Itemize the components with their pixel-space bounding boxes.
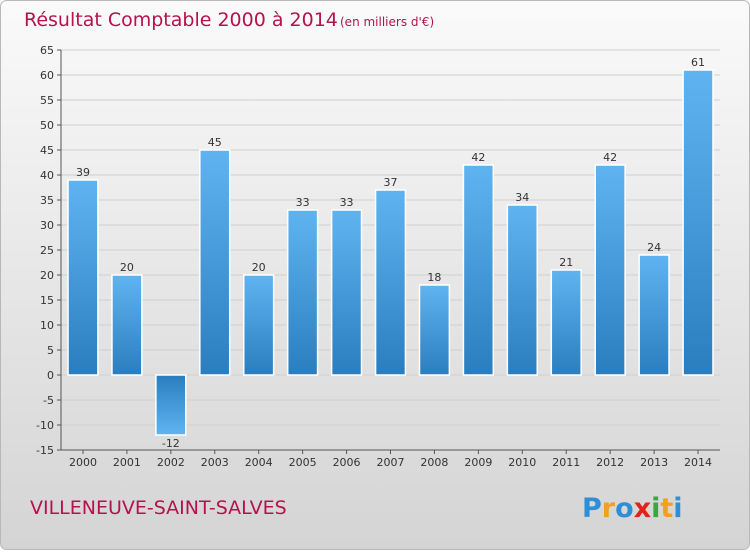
y-tick-label: 30 — [40, 219, 54, 232]
logo-letter: o — [615, 493, 634, 524]
y-tick-label: -5 — [43, 394, 54, 407]
data-label-2000: 39 — [76, 166, 90, 179]
logo-letter: i — [673, 493, 682, 524]
chart-title: Résultat Comptable 2000 à 2014 — [24, 9, 338, 31]
bar-2004 — [243, 274, 275, 376]
data-label-2003: 45 — [208, 136, 222, 149]
town-name: VILLENEUVE-SAINT-SALVES — [30, 497, 287, 519]
logo-letter: i — [651, 493, 660, 524]
proxiti-logo: Proxiti — [582, 493, 683, 524]
bar-2005 — [286, 209, 319, 376]
bar-2012 — [594, 164, 626, 376]
bar-2001 — [111, 274, 143, 376]
bar-2010 — [506, 204, 538, 376]
x-tick-label: 2011 — [552, 456, 580, 469]
data-label-2010: 34 — [515, 191, 529, 204]
bar-2003 — [199, 149, 231, 376]
data-label-2002: -12 — [162, 437, 180, 450]
y-tick-label: 10 — [40, 319, 54, 332]
data-label-2008: 18 — [427, 271, 441, 284]
x-tick-label: 2008 — [420, 456, 448, 469]
data-label-2007: 37 — [384, 176, 398, 189]
bar-2002 — [155, 374, 187, 436]
data-labels: 39 20 -12 45 20 33 33 37 18 42 34 21 42 24 61 — [76, 56, 705, 450]
x-tick-label: 2003 — [201, 456, 229, 469]
y-tick-label: 50 — [40, 119, 54, 132]
data-label-2001: 20 — [120, 261, 134, 274]
y-tick-label: 35 — [40, 194, 54, 207]
x-tick-label: 2012 — [596, 456, 624, 469]
bar-2013 — [638, 254, 670, 376]
data-label-2009: 42 — [471, 151, 485, 164]
y-tick-label: -10 — [36, 419, 54, 432]
x-tick-label: 2007 — [377, 456, 405, 469]
bar-2000 — [67, 179, 99, 376]
y-tick-label: 15 — [40, 294, 54, 307]
y-axis-ticks: -15 -10 -5 0 5 10 15 20 25 30 35 40 45 50 55 60 65 — [36, 44, 61, 457]
axes — [60, 50, 720, 451]
data-label-2014: 61 — [691, 56, 705, 69]
x-axis-ticks: 2000 2001 2002 2003 2004 2005 2006 2007 2008 2009… — [69, 450, 712, 469]
logo-letter: t — [660, 493, 673, 524]
bar-2009 — [462, 164, 495, 376]
data-label-2005: 33 — [296, 196, 310, 209]
bar-2008 — [418, 284, 451, 376]
data-label-2006: 33 — [340, 196, 354, 209]
y-tick-label: 20 — [40, 269, 54, 282]
x-tick-label: 2001 — [113, 456, 141, 469]
y-tick-label: 60 — [40, 69, 54, 82]
data-label-2012: 42 — [603, 151, 617, 164]
y-tick-label: 40 — [40, 169, 54, 182]
bar-2006 — [330, 209, 363, 376]
y-tick-label: 25 — [40, 244, 54, 257]
bars — [67, 69, 714, 436]
bar-2011 — [550, 269, 582, 376]
x-tick-label: 2014 — [684, 456, 712, 469]
logo-letter: x — [634, 493, 651, 524]
y-tick-label: -15 — [36, 444, 54, 457]
x-tick-label: 2004 — [245, 456, 273, 469]
y-tick-label: 65 — [40, 44, 54, 57]
x-tick-label: 2013 — [640, 456, 668, 469]
chart-unit-subtitle: (en milliers d'€) — [340, 15, 434, 29]
x-tick-label: 2009 — [464, 456, 492, 469]
x-tick-label: 2005 — [289, 456, 317, 469]
data-label-2004: 20 — [252, 261, 266, 274]
x-tick-label: 2002 — [157, 456, 185, 469]
x-tick-label: 2000 — [69, 456, 97, 469]
y-tick-label: 5 — [47, 344, 54, 357]
bar-2014 — [682, 69, 714, 376]
y-tick-label: 45 — [40, 144, 54, 157]
x-tick-label: 2006 — [333, 456, 361, 469]
data-label-2011: 21 — [559, 256, 573, 269]
y-tick-label: 55 — [40, 94, 54, 107]
bar-2007 — [374, 189, 407, 376]
logo-letter: P — [582, 493, 602, 524]
data-label-2013: 24 — [647, 241, 661, 254]
x-tick-label: 2010 — [508, 456, 536, 469]
y-tick-label: 0 — [47, 369, 54, 382]
logo-letter: r — [602, 493, 616, 524]
